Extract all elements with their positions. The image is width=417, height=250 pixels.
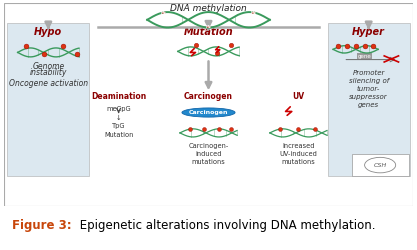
FancyBboxPatch shape [8, 23, 89, 176]
Ellipse shape [182, 108, 235, 117]
Text: Carcinogen: Carcinogen [184, 92, 233, 101]
Text: Me: Me [251, 11, 256, 15]
Text: gene: gene [358, 54, 372, 59]
FancyBboxPatch shape [328, 23, 409, 176]
FancyBboxPatch shape [4, 2, 413, 206]
Text: Figure 3:: Figure 3: [13, 220, 72, 232]
Text: meCpG
↓
TpG
Mutation: meCpG ↓ TpG Mutation [104, 106, 133, 138]
FancyBboxPatch shape [207, 26, 210, 28]
Text: Epigenetic alterations involving DNA methylation.: Epigenetic alterations involving DNA met… [75, 220, 375, 232]
Text: CSH: CSH [374, 162, 387, 168]
Text: Increased
UV-induced
mutations: Increased UV-induced mutations [279, 143, 317, 165]
FancyBboxPatch shape [252, 12, 255, 13]
Text: Hypo: Hypo [34, 27, 63, 37]
Text: Genome: Genome [32, 62, 65, 71]
Text: Promoter
silencing of
tumor-
suppressor
genes: Promoter silencing of tumor- suppressor … [349, 70, 389, 108]
Text: Mutation: Mutation [183, 27, 234, 37]
Text: instability: instability [30, 68, 67, 77]
Text: Me: Me [161, 11, 166, 15]
Text: Oncogene activation: Oncogene activation [9, 80, 88, 88]
Text: UV: UV [292, 92, 304, 101]
Text: Me: Me [206, 25, 211, 29]
Text: Carcinogen-
induced
mutations: Carcinogen- induced mutations [188, 143, 229, 165]
FancyBboxPatch shape [162, 12, 165, 13]
Text: Deamination: Deamination [91, 92, 146, 101]
Text: Carcinogen: Carcinogen [189, 110, 228, 115]
Text: DNA methylation: DNA methylation [170, 4, 247, 13]
Text: Hyper: Hyper [352, 27, 385, 37]
FancyBboxPatch shape [352, 154, 409, 176]
